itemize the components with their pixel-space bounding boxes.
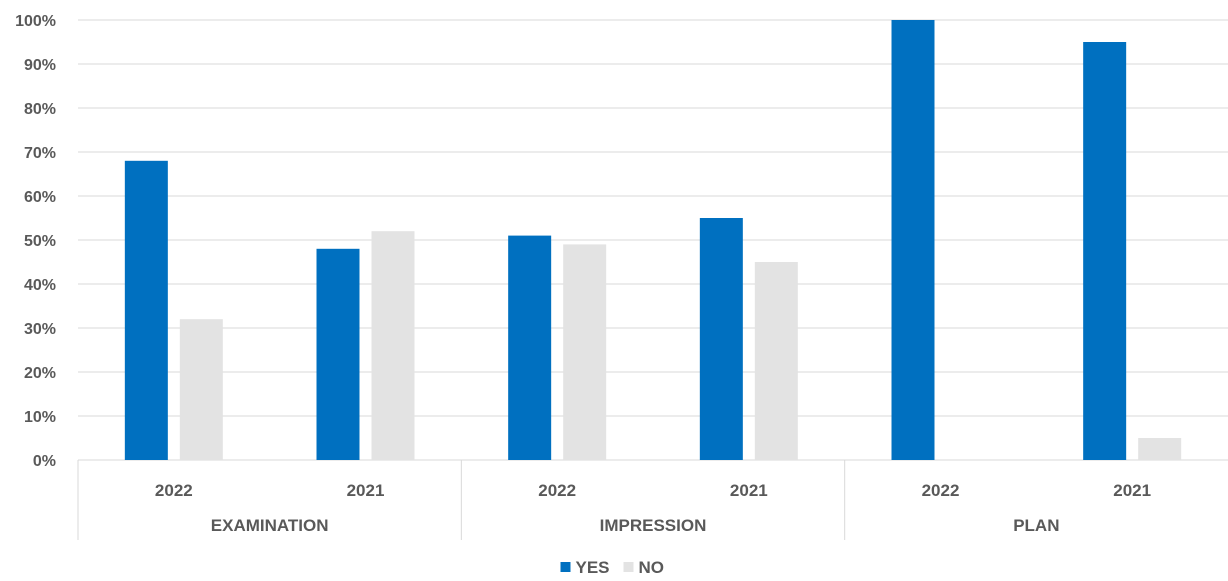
bar-no-impression-2021	[754, 262, 798, 460]
bar-yes-examination-2022	[124, 160, 168, 461]
y-tick-label: 60%	[24, 189, 56, 206]
legend-item-yes: YES	[560, 558, 610, 577]
bar-yes-impression-2022	[508, 235, 552, 460]
x-category-label: 2022	[538, 481, 576, 500]
x-group-label: IMPRESSION	[600, 516, 707, 535]
bar-no-impression-2022	[563, 244, 607, 460]
bar-no-plan-2021	[1138, 438, 1182, 460]
bar-yes-plan-2021	[1083, 42, 1127, 460]
legend-label: YES	[576, 558, 610, 577]
x-category-label: 2021	[347, 481, 385, 500]
y-tick-label: 10%	[24, 409, 56, 426]
y-tick-label: 40%	[24, 277, 56, 294]
y-tick-label: 80%	[24, 101, 56, 118]
bar-no-examination-2022	[179, 319, 223, 460]
legend-swatch	[560, 562, 571, 572]
y-tick-label: 90%	[24, 57, 56, 74]
y-tick-label: 70%	[24, 145, 56, 162]
bar-yes-impression-2021	[699, 218, 743, 460]
bar-yes-examination-2021	[316, 248, 360, 460]
x-axis: 2022 2021 2022 2021 2022 2021 EXAMINATION IMPRE…	[77, 460, 1151, 540]
x-category-label: 2021	[730, 481, 768, 500]
x-category-label: 2022	[155, 481, 193, 500]
x-group-label: EXAMINATION	[211, 516, 329, 535]
y-tick-label: 0%	[33, 453, 56, 470]
y-axis-tick-labels: 0% 10% 20% 30% 40% 50% 60% 70% 80% 90% 100%	[15, 13, 56, 470]
bar-no-examination-2021	[371, 231, 415, 460]
y-tick-label: 20%	[24, 365, 56, 382]
y-tick-label: 100%	[15, 13, 56, 30]
x-category-label: 2022	[922, 481, 960, 500]
x-category-label: 2021	[1113, 481, 1151, 500]
legend-label: NO	[639, 558, 665, 577]
x-group-label: PLAN	[1013, 516, 1059, 535]
legend: YES NO	[560, 558, 665, 577]
bar-yes-plan-2022	[891, 20, 935, 460]
bars	[124, 20, 1182, 461]
legend-item-no: NO	[623, 558, 665, 577]
gridlines	[78, 19, 1228, 461]
y-tick-label: 30%	[24, 321, 56, 338]
y-tick-label: 50%	[24, 233, 56, 250]
legend-swatch	[623, 562, 634, 572]
